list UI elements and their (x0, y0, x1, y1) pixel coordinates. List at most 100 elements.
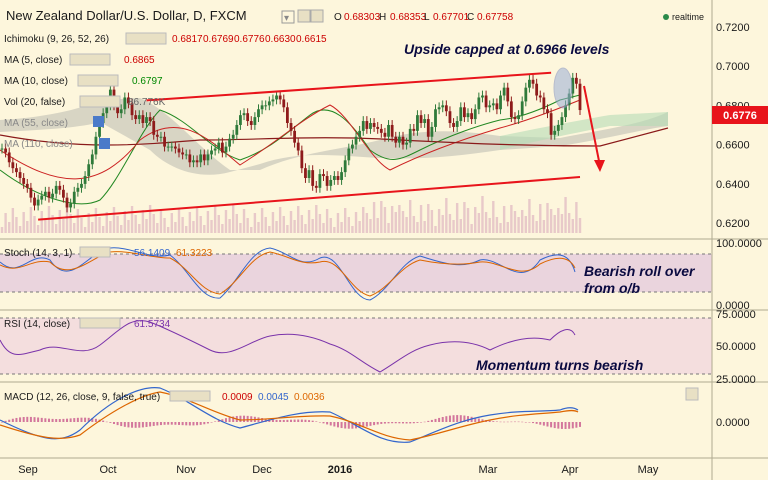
macd-bar (311, 420, 314, 422)
volume-bar (463, 202, 466, 233)
volume-bar (250, 227, 253, 233)
macd-bar (579, 422, 581, 427)
date-axis-tick: 2016 (328, 464, 352, 476)
candle-body (242, 113, 246, 116)
volume-bar (376, 218, 379, 233)
volume-bar (94, 208, 98, 233)
macd-bar (131, 422, 134, 428)
candle-body (578, 83, 582, 111)
rsi-controls[interactable] (79, 317, 121, 329)
macd-bar (409, 422, 412, 424)
candle-body (387, 124, 390, 137)
vol-label[interactable]: Vol (20, false) (4, 97, 65, 108)
macd-bar (430, 419, 433, 422)
volume-bar (365, 213, 369, 233)
macd-bar (55, 419, 58, 422)
rsi-label[interactable]: RSI (14, close) (4, 319, 70, 330)
volume-bar (419, 205, 423, 233)
volume-bar (65, 205, 69, 233)
macd-bar (542, 422, 545, 426)
candle-body (452, 123, 455, 127)
macd-bar (246, 415, 249, 422)
macd-bar (152, 422, 155, 426)
candle-body (379, 128, 383, 133)
volume-bar (232, 205, 235, 233)
candle-body (437, 107, 441, 110)
macd-bar (423, 421, 426, 423)
ohlc-h-value: 0.68353 (390, 12, 427, 23)
macd-bar (463, 415, 466, 422)
ma5-label[interactable]: MA (5, close) (4, 55, 62, 66)
candle-body (405, 142, 408, 145)
stoch-controls[interactable] (79, 246, 111, 258)
macd-bar (420, 422, 423, 423)
macd-bar (22, 416, 25, 422)
macd-bar (228, 417, 231, 422)
date-axis-tick: Oct (99, 464, 116, 476)
macd-controls[interactable] (169, 390, 211, 402)
macd-bar (297, 419, 300, 422)
volume-bar (58, 210, 61, 233)
macd-bar (76, 417, 79, 422)
volume-bar (412, 216, 416, 233)
macd-bar (513, 421, 516, 423)
volume-bar (325, 209, 329, 233)
ma5-controls[interactable] (69, 53, 111, 66)
macd-bar (214, 421, 217, 422)
candle-body (509, 101, 513, 118)
stoch-label[interactable]: Stoch (14, 3, 1) (4, 248, 72, 259)
stoch-tick-100: 100.0000 (716, 238, 762, 250)
macd-bar (322, 422, 325, 424)
volume-bar (8, 222, 11, 233)
candle-body (549, 113, 553, 135)
macd-bar (315, 421, 318, 422)
macd-bar (206, 422, 209, 424)
candle-body (318, 174, 322, 188)
ma10-label[interactable]: MA (10, close) (4, 76, 68, 87)
date-axis-tick: Nov (176, 464, 196, 476)
candle-body (423, 119, 427, 124)
vol-controls[interactable] (79, 95, 121, 108)
candle-body (347, 148, 351, 161)
candle-body (517, 115, 520, 120)
macd-bar (221, 419, 224, 422)
macd-bar (492, 421, 495, 422)
candle-body (231, 134, 235, 139)
ma55-toggle[interactable] (93, 116, 104, 127)
panel-expand-icon[interactable] (685, 387, 699, 401)
volume-bar (11, 208, 15, 233)
volume-bar (477, 213, 481, 233)
volume-bar (185, 226, 188, 233)
volume-bar (206, 211, 210, 233)
volume-bar (29, 207, 33, 233)
ma10-controls[interactable] (77, 74, 119, 87)
eye-icon[interactable] (297, 9, 311, 23)
candle-body (148, 117, 152, 122)
volume-bar (380, 201, 383, 233)
macd-bar (120, 422, 123, 427)
ichimoku-label[interactable]: Ichimoku (9, 26, 52, 26) (4, 34, 109, 45)
macd-bar (192, 422, 195, 426)
macd-bar (94, 418, 97, 422)
ma110-toggle[interactable] (99, 138, 110, 149)
macd-bar (539, 422, 542, 425)
macd-bar (105, 421, 108, 423)
macd-bar (376, 422, 379, 425)
candle-body (571, 77, 575, 94)
macd-bar (1, 422, 3, 423)
candle-body (69, 203, 73, 208)
candle-body (300, 150, 304, 169)
volume-bar (0, 227, 4, 233)
ma55-label[interactable]: MA (55, close) (4, 118, 68, 129)
macd-label[interactable]: MACD (12, 26, close, 9, false, true) (4, 392, 160, 403)
volume-bar (372, 202, 376, 233)
volume-bar (307, 210, 311, 233)
gear-icon[interactable] (310, 9, 324, 23)
volume-bar (362, 207, 365, 233)
volume-bar (521, 210, 524, 233)
highlight-ellipse (553, 67, 573, 109)
settings-gear-icon[interactable] (281, 10, 295, 24)
ichimoku-controls[interactable] (125, 32, 167, 45)
macd-bar (66, 418, 69, 422)
ma110-label[interactable]: MA (110, close) (4, 139, 73, 150)
